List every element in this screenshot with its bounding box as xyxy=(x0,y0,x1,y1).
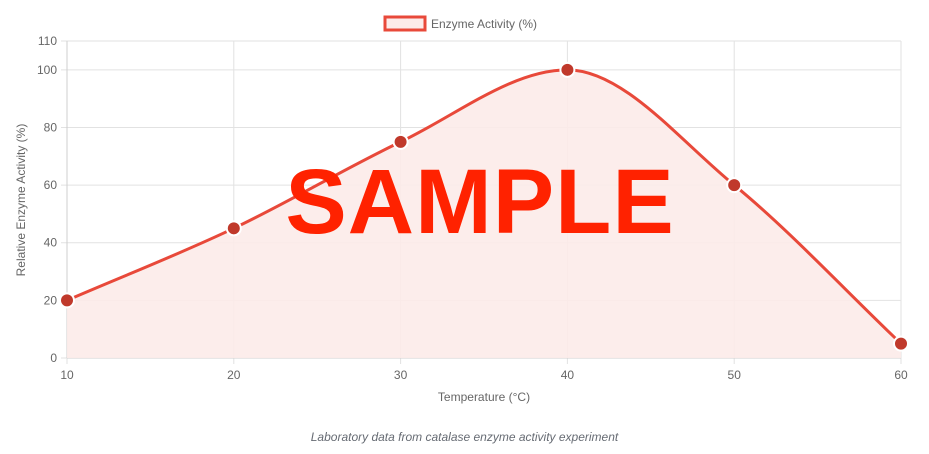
data-point xyxy=(893,335,909,352)
x-axis-title: Temperature (°C) xyxy=(438,390,530,404)
series-line xyxy=(66,68,903,345)
legend-label: Enzyme Activity (%) xyxy=(431,17,537,31)
caption: Laboratory data from catalase enzyme act… xyxy=(310,430,619,444)
tick-labels: 10 20 30 40 50 60 0 20 40 60 80 100 110 xyxy=(37,34,908,382)
x-tick-label: 40 xyxy=(561,368,575,382)
data-point xyxy=(225,220,242,237)
series-area xyxy=(67,69,901,359)
y-tick-label: 40 xyxy=(44,236,58,250)
legend[interactable]: Enzyme Activity (%) xyxy=(383,15,537,32)
data-points xyxy=(59,61,909,352)
y-tick-label: 0 xyxy=(50,351,57,365)
y-tick-label: 100 xyxy=(37,63,57,77)
y-tick-label: 110 xyxy=(38,34,57,48)
x-tick-label: 20 xyxy=(227,368,241,382)
x-tick-label: 10 xyxy=(60,368,74,382)
y-tick-label: 20 xyxy=(44,293,58,307)
x-tick-label: 50 xyxy=(728,368,742,382)
y-tick-label: 80 xyxy=(44,120,58,134)
data-point xyxy=(392,133,409,150)
data-point xyxy=(726,177,743,194)
y-axis-title: Relative Enzyme Activity (%) xyxy=(14,124,28,277)
x-tick-label: 60 xyxy=(894,368,908,382)
data-point xyxy=(59,292,75,309)
data-point xyxy=(559,61,576,78)
y-tick-label: 60 xyxy=(44,178,58,192)
x-tick-label: 30 xyxy=(394,368,408,382)
legend-swatch xyxy=(383,15,427,32)
